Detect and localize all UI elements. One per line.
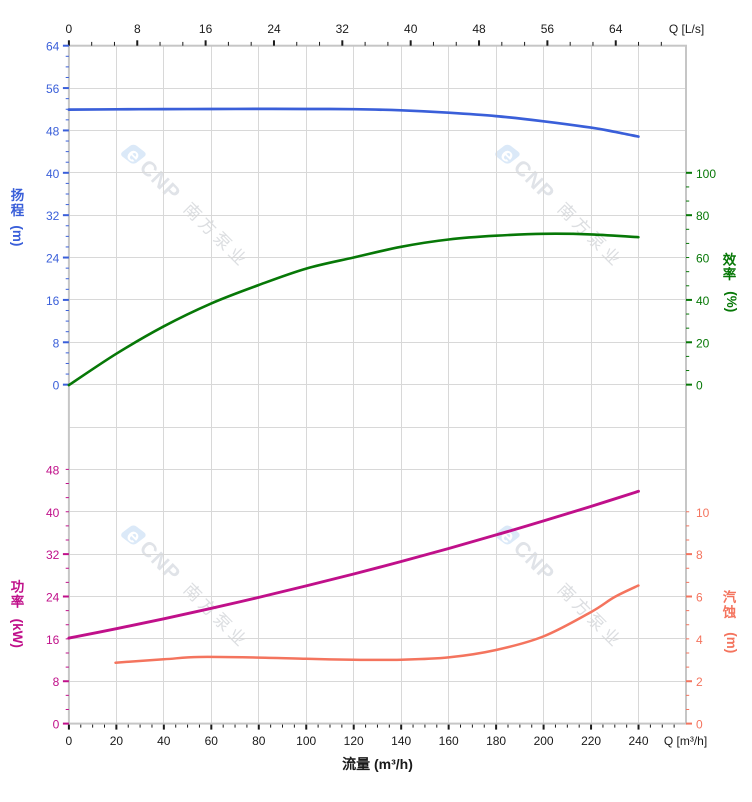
svg-text:汽: 汽 xyxy=(723,589,737,605)
svg-text:(m): (m) xyxy=(724,632,739,653)
svg-text:8: 8 xyxy=(53,336,60,350)
svg-text:32: 32 xyxy=(46,209,60,223)
svg-text:0: 0 xyxy=(53,379,60,393)
svg-text:24: 24 xyxy=(267,22,281,36)
svg-text:24: 24 xyxy=(46,591,60,605)
svg-text:6: 6 xyxy=(696,591,703,605)
svg-text:8: 8 xyxy=(134,22,141,36)
svg-text:20: 20 xyxy=(110,734,124,748)
svg-text:220: 220 xyxy=(581,734,601,748)
svg-text:100: 100 xyxy=(296,734,316,748)
svg-text:40: 40 xyxy=(157,734,171,748)
svg-text:40: 40 xyxy=(46,167,60,181)
svg-text:2: 2 xyxy=(696,675,703,689)
svg-text:160: 160 xyxy=(439,734,459,748)
svg-text:32: 32 xyxy=(336,22,350,36)
svg-text:140: 140 xyxy=(391,734,411,748)
svg-text:0: 0 xyxy=(696,379,703,393)
svg-text:56: 56 xyxy=(46,82,60,96)
svg-text:48: 48 xyxy=(46,124,60,138)
svg-text:8: 8 xyxy=(696,548,703,562)
svg-text:240: 240 xyxy=(628,734,648,748)
svg-text:180: 180 xyxy=(486,734,506,748)
svg-text:0: 0 xyxy=(66,22,73,36)
svg-text:4: 4 xyxy=(696,633,703,647)
svg-text:程: 程 xyxy=(11,203,25,218)
svg-text:60: 60 xyxy=(696,252,710,266)
svg-text:功: 功 xyxy=(11,580,25,595)
svg-text:40: 40 xyxy=(46,506,60,520)
svg-text:蚀: 蚀 xyxy=(722,604,737,620)
svg-text:48: 48 xyxy=(46,463,60,477)
svg-text:0: 0 xyxy=(53,718,60,732)
svg-text:16: 16 xyxy=(46,633,60,647)
svg-text:40: 40 xyxy=(404,22,418,36)
svg-text:60: 60 xyxy=(205,734,219,748)
svg-text:(m): (m) xyxy=(10,225,25,246)
svg-text:120: 120 xyxy=(344,734,364,748)
svg-text:Q [L/s]: Q [L/s] xyxy=(669,22,704,36)
svg-text:(kW): (kW) xyxy=(10,619,25,648)
svg-text:80: 80 xyxy=(252,734,266,748)
svg-text:40: 40 xyxy=(696,294,710,308)
svg-text:48: 48 xyxy=(472,22,486,36)
svg-text:率: 率 xyxy=(11,594,25,610)
svg-text:56: 56 xyxy=(541,22,555,36)
svg-text:率: 率 xyxy=(723,266,737,282)
svg-text:0: 0 xyxy=(66,734,73,748)
svg-text:20: 20 xyxy=(696,336,710,350)
svg-text:16: 16 xyxy=(46,294,60,308)
svg-text:24: 24 xyxy=(46,252,60,266)
svg-text:Q [m³/h]: Q [m³/h] xyxy=(664,734,707,748)
svg-text:8: 8 xyxy=(53,675,60,689)
svg-text:200: 200 xyxy=(534,734,554,748)
svg-text:(%): (%) xyxy=(724,291,739,312)
svg-text:32: 32 xyxy=(46,548,60,562)
svg-text:64: 64 xyxy=(46,40,60,54)
svg-text:64: 64 xyxy=(609,22,623,36)
svg-text:0: 0 xyxy=(696,718,703,732)
svg-text:效: 效 xyxy=(723,251,737,267)
svg-text:流量 (m³/h): 流量 (m³/h) xyxy=(342,756,413,772)
svg-text:16: 16 xyxy=(199,22,213,36)
svg-text:100: 100 xyxy=(696,167,716,181)
svg-text:10: 10 xyxy=(696,506,710,520)
svg-text:扬: 扬 xyxy=(11,187,25,203)
svg-text:80: 80 xyxy=(696,209,710,223)
